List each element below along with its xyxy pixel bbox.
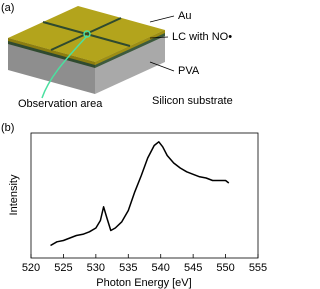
x-tick-label: 520 bbox=[22, 262, 40, 274]
gap-line bbox=[50, 17, 122, 51]
label: Observation area bbox=[18, 98, 103, 110]
x-tick-label: 555 bbox=[249, 262, 267, 274]
slab bbox=[8, 6, 175, 99]
x-tick-label: 535 bbox=[119, 262, 137, 274]
x-tick-label: 540 bbox=[152, 262, 170, 274]
label: Silicon substrate bbox=[152, 95, 233, 107]
left-face bbox=[8, 38, 95, 94]
figure: (a) Au LC with NO• PVA Silicon substrate… bbox=[1, 2, 267, 289]
x-tick-label: 530 bbox=[87, 262, 105, 274]
spectrum-line bbox=[50, 141, 230, 247]
label: PVA bbox=[178, 65, 200, 77]
x-tick-label: 525 bbox=[54, 262, 72, 274]
x-axis-label: Photon Energy [eV] bbox=[96, 277, 191, 289]
leader bbox=[149, 36, 169, 39]
leader bbox=[149, 61, 175, 72]
au-layer-left bbox=[8, 38, 95, 65]
panel-label: (a) bbox=[1, 2, 14, 14]
observation-line bbox=[41, 35, 88, 99]
y-axis-label: Intensity bbox=[8, 174, 20, 215]
x-tick-label: 545 bbox=[184, 262, 202, 274]
label: LC with NO• bbox=[172, 31, 232, 43]
au-layer-right bbox=[95, 30, 165, 65]
plot-frame bbox=[30, 132, 259, 259]
label: Au bbox=[178, 10, 191, 22]
leader bbox=[149, 15, 175, 23]
panel-label: (b) bbox=[1, 122, 14, 134]
right-face bbox=[95, 30, 165, 94]
x-tick-label: 550 bbox=[216, 262, 234, 274]
